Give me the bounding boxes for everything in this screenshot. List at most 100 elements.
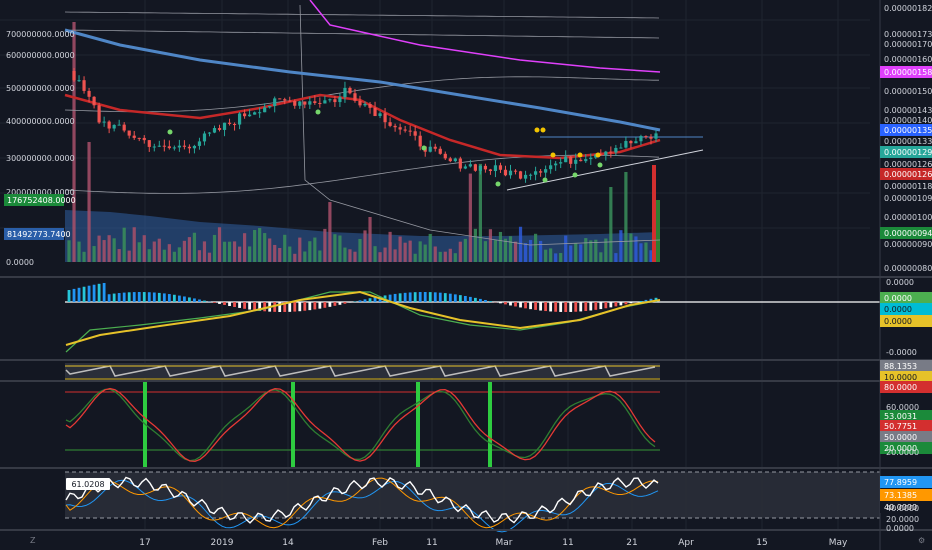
macd-histogram-bar [609,302,613,308]
time-axis-label: Feb [372,538,388,548]
candle-body [639,136,643,142]
time-axis-label: 21 [626,538,637,548]
volume-bar [263,233,267,262]
macd-histogram-bar [448,293,452,302]
macd-histogram-bar [82,286,86,302]
candle-body [438,148,442,154]
candle-body [488,169,493,172]
indicator-axis-label: 0.0000 [886,278,914,287]
ma-blue-line [64,28,661,132]
macd-histogram-bar [198,299,201,302]
volume-bar [498,231,503,262]
volume-badge [4,228,64,240]
candle-body [167,146,171,149]
candle-body [117,124,121,126]
macd-histogram-bar [203,300,206,302]
volume-bar [604,238,608,262]
price-badge [880,168,932,180]
volume-bar [137,242,141,262]
price-axis-label: 0.00000126 [884,160,932,169]
volume-bar [313,237,317,262]
indicator-badge [880,292,932,304]
volume-bar [463,238,467,262]
candle-body [102,121,106,123]
macd-histogram-bar [569,302,573,312]
candle-body [248,114,252,117]
macd-histogram-bar [283,302,287,312]
time-axis[interactable]: 17 2019 14 Feb 11 Mar 11 21 Apr 15 May [139,538,848,548]
macd-histogram-bar [107,294,111,302]
axis-settings-icon[interactable]: ⚙ [918,536,925,545]
volume-bar [288,246,292,262]
volume-bar [403,242,407,262]
volume-axis-label: 200000000.0000 [6,188,75,197]
candle-body [343,87,347,98]
macd-histogram-bar [92,284,96,302]
macd-histogram-bar [288,302,292,312]
volume-bar [478,163,483,262]
candle-body [649,136,653,139]
macd-histogram-bar [428,292,432,302]
volume-bar [408,240,412,262]
candle-body [539,171,543,173]
indicator-badge-label: 50.0000 [884,433,917,442]
volume-bar [634,236,638,262]
macd-histogram-bar [524,302,527,309]
volume-bar [639,243,643,262]
volume-axis-label: 700000000.0000 [6,30,75,39]
macd-histogram-bar [142,292,146,302]
indicator-axis-label: 60.0000 [886,403,919,412]
volume-bar [539,240,543,262]
candle-body [408,130,412,132]
volume-bar [97,235,101,262]
volume-bar [649,250,653,262]
candle-body [478,165,483,171]
macd-histogram-bar [87,285,91,302]
volume-bar [318,250,322,262]
volume-bar [107,235,111,262]
price-badge [880,66,932,78]
volume-axis-label: 500000000.0000 [6,84,75,93]
volume-bar [413,253,417,262]
volume-bar [77,241,81,262]
candle-body [604,151,608,156]
volume-bar [518,226,523,262]
candle-body [634,141,638,144]
candle-body [288,100,292,102]
volume-bar [549,248,553,262]
candle-body [644,136,648,138]
zoom-z-label[interactable]: Z [30,536,36,545]
macd-histogram-bar [213,302,216,303]
price-badge [880,227,932,239]
macd-histogram-bar [534,302,537,310]
macd-histogram-bar [549,302,553,312]
candle-body [518,171,523,179]
volume-axis[interactable]: 700000000.0000 600000000.0000 500000000.00… [4,30,76,267]
macd-histogram-bar [564,302,568,312]
volume-bar [433,246,437,262]
macd-histogram-bar [388,294,392,302]
price-badge-label: 0.00000158 [884,68,932,77]
signal-dot-green [315,109,321,115]
macd-histogram-bar [253,302,257,311]
candle-body [72,71,76,81]
price-badge-label: 0.00000094 [884,229,932,238]
macd-histogram-bar [619,302,623,306]
volume-bar [559,253,563,262]
volume-bar [368,217,372,262]
volume-spike-green [656,200,660,262]
indicator-badge [880,315,932,327]
indicator-badge-label: 73.1385 [884,491,917,500]
band-outer-2 [64,29,660,39]
macd-histogram-bar [67,290,71,302]
signal-dot-yellow [577,152,583,158]
volume-bar [237,246,242,262]
time-axis-label: 2019 [211,538,234,548]
volume-bar [458,241,462,262]
macd-histogram-bar [353,301,357,302]
volume-axis-label: 0.0000 [6,258,34,267]
volume-bar [132,227,136,262]
